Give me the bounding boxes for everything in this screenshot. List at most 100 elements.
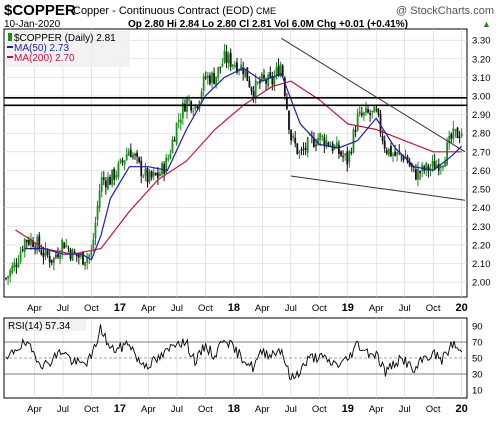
price-bar (367, 109, 369, 113)
price-bar (273, 76, 276, 86)
legend-ma200: MA(200) 2.70 (14, 53, 75, 64)
price-bar (265, 79, 267, 84)
price-bar (458, 136, 461, 139)
price-bar (209, 75, 211, 84)
price-bar (146, 168, 149, 183)
price-bar (390, 145, 392, 157)
x-tick-label: Oct (426, 303, 441, 314)
trendline (281, 37, 466, 153)
price-bar (346, 151, 349, 165)
price-bar (250, 87, 253, 92)
price-bar (375, 109, 378, 111)
x-tick-label: Apr (141, 404, 156, 415)
price-bar (387, 148, 390, 156)
price-bar (308, 134, 311, 136)
price-bar (102, 177, 105, 180)
price-bar (194, 104, 197, 109)
price-bar (304, 147, 307, 150)
price-bar (306, 137, 309, 153)
legend-candle-swatch (8, 33, 12, 41)
watermark: @ StockCharts.com (396, 5, 494, 17)
price-bar (107, 177, 109, 190)
price-bar (46, 250, 49, 256)
price-bar (175, 122, 178, 144)
price-bar (223, 51, 226, 63)
price-bar (267, 74, 270, 87)
price-bar (154, 172, 157, 175)
rsi-tick-label: 90 (472, 322, 483, 333)
price-bar (17, 262, 20, 267)
price-bar (111, 169, 114, 185)
price-bar (394, 151, 396, 156)
price-bar (21, 249, 24, 251)
price-bar (165, 157, 168, 174)
price-bar (415, 169, 417, 180)
contract-description: Copper - Continuous Contract (EOD) (73, 5, 253, 17)
price-tick-label: 2.20 (472, 240, 491, 251)
price-bar (77, 254, 80, 258)
symbol-title: $COPPER (4, 2, 76, 19)
price-bar (213, 72, 215, 85)
price-bar (96, 205, 99, 220)
price-bar (80, 253, 82, 257)
price-bar (327, 142, 330, 146)
price-bar (59, 254, 61, 260)
price-bar (121, 160, 124, 162)
x-tick-label: Oct (198, 404, 213, 415)
x-tick-label: Jul (285, 303, 297, 314)
price-bar (9, 270, 12, 277)
rsi-x-axis: Apr Jul Oct 17 Apr Jul Oct 18 Apr Jul Oct 19 Apr Jul O… (27, 403, 468, 415)
price-bar (371, 110, 374, 113)
price-bar (342, 156, 344, 158)
price-bar (159, 173, 161, 177)
price-bar (452, 128, 455, 139)
price-bar (338, 144, 340, 154)
price-bar (288, 110, 290, 130)
price-y-axis: 2.00 2.10 2.20 2.30 2.40 2.50 2.60 2.70 2.80 2.90… (472, 36, 491, 289)
price-bar (315, 144, 317, 146)
price-bar (317, 138, 320, 146)
price-bar (82, 251, 84, 265)
price-bar (61, 240, 64, 253)
price-bar (261, 73, 263, 82)
price-bar (460, 133, 463, 136)
price-bar (296, 143, 299, 154)
x-tick-label: 18 (228, 302, 240, 314)
price-bar (48, 256, 51, 263)
price-tick-label: 2.00 (472, 278, 491, 289)
rsi-series (5, 324, 463, 380)
price-bar (300, 149, 303, 151)
x-tick-label: Apr (27, 303, 42, 314)
price-bar (32, 240, 34, 247)
price-bar (19, 251, 22, 262)
price-bar (313, 138, 315, 147)
exchange-label: CME (256, 6, 276, 16)
price-bar (123, 160, 126, 165)
price-bar (144, 168, 147, 176)
price-bar (57, 254, 59, 258)
price-bar (369, 113, 372, 115)
ma50-line (25, 67, 463, 261)
price-bar (211, 72, 213, 83)
price-bar (323, 136, 326, 147)
price-bar (365, 107, 367, 113)
price-bar (381, 135, 384, 141)
price-bar (302, 148, 305, 150)
price-bar (448, 135, 451, 144)
price-bar (442, 165, 444, 168)
x-tick-label: 17 (114, 403, 126, 415)
trendline (290, 175, 466, 201)
price-bar (283, 77, 286, 96)
price-bar (269, 72, 272, 78)
rsi-tick-label: 50 (472, 354, 483, 365)
price-bar (177, 120, 180, 122)
price-tick-label: 2.10 (472, 259, 491, 270)
price-bar (88, 254, 91, 258)
price-bar (246, 67, 249, 82)
price-bar (202, 75, 205, 91)
price-bar (152, 172, 155, 177)
price-bar (136, 152, 138, 157)
price-bar (344, 153, 347, 156)
price-bar (42, 253, 45, 258)
price-tick-label: 2.40 (472, 203, 491, 214)
